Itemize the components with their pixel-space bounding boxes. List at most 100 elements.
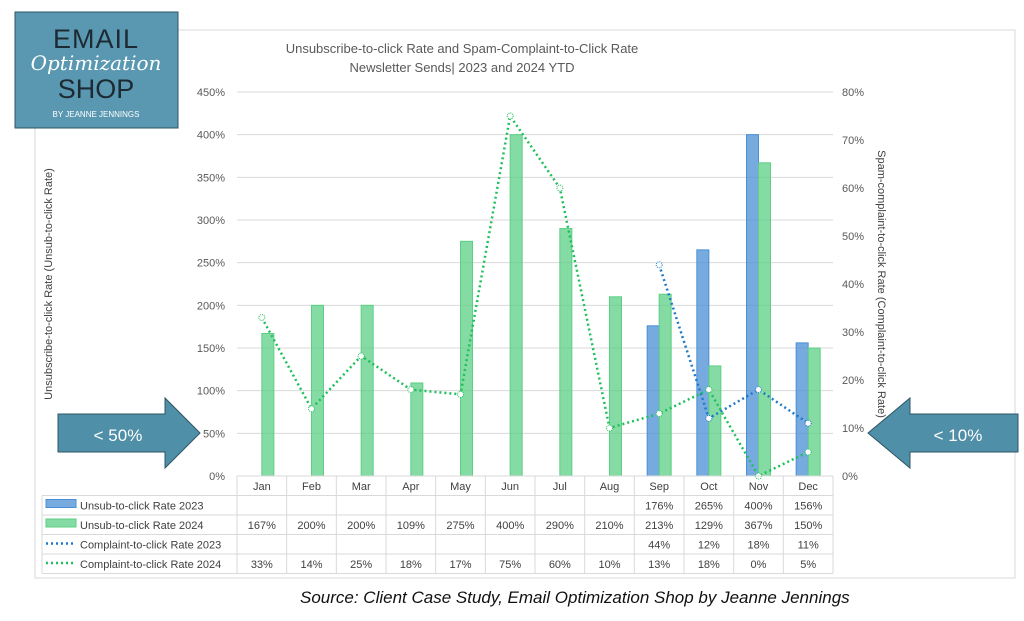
y2-tick-label: 10% — [842, 423, 864, 435]
table-cell: 150% — [794, 520, 822, 532]
table-cell: 33% — [251, 559, 273, 571]
point-complaint-to-click-rate-2023-dec — [804, 419, 812, 427]
point-complaint-to-click-rate-2024-mar — [357, 352, 365, 360]
point-complaint-to-click-rate-2024-aug — [606, 424, 613, 432]
bar-unsub-to-click-rate-2024-jul — [559, 228, 573, 477]
table-cell: 18% — [698, 559, 720, 571]
table-cell: 210% — [595, 520, 623, 532]
table-cell: 5% — [800, 559, 816, 571]
x-tick-label: Jan — [253, 481, 271, 493]
point-complaint-to-click-rate-2023-oct — [705, 414, 713, 422]
logo-text-byline: BY JEANNE JENNINGS — [53, 110, 140, 119]
x-tick-label: Jun — [501, 481, 519, 493]
legend-label: Unsub-to-click Rate 2024 — [80, 520, 204, 532]
y-tick-label: 50% — [203, 428, 225, 440]
line-complaint-to-click-rate-2023 — [657, 264, 809, 425]
table-cell: 176% — [645, 501, 673, 513]
point-complaint-to-click-rate-2024-jan — [258, 314, 266, 322]
table-cell: 275% — [446, 520, 474, 532]
y2-tick-label: 50% — [842, 231, 864, 243]
bar-unsub-to-click-rate-2024-dec — [807, 347, 821, 477]
y-tick-label: 400% — [197, 130, 225, 142]
y-tick-label: 150% — [197, 343, 225, 355]
bar-unsub-to-click-rate-2024-sep — [658, 293, 672, 477]
y-tick-label: 0% — [209, 471, 225, 483]
table-cell: 75% — [499, 559, 521, 571]
table-cell: 200% — [297, 520, 325, 532]
point-complaint-to-click-rate-2023-nov — [755, 386, 762, 394]
y-tick-label: 450% — [197, 87, 225, 99]
legend-key — [45, 499, 77, 508]
legend-label: Complaint-to-click Rate 2024 — [80, 559, 221, 571]
point-complaint-to-click-rate-2024-apr — [407, 386, 415, 394]
left-callout-text: < 50% — [94, 426, 143, 445]
table-cell: 60% — [549, 559, 571, 571]
x-tick-label: Feb — [302, 481, 321, 493]
y2-axis-title: Spam-complaint-to-click Rate (Complaint-… — [875, 150, 887, 418]
bar-unsub-to-click-rate-2024-jan — [261, 332, 275, 477]
logo-text-shop: SHOP — [58, 74, 135, 104]
y2-tick-label: 80% — [842, 87, 864, 99]
logo: EMAIL Optimization SHOP BY JEANNE JENNIN… — [14, 11, 179, 129]
y-axis-title: Unsubscribe-to-click Rate (Unsub-to-clic… — [43, 168, 55, 400]
y2-tick-label: 60% — [842, 183, 864, 195]
table-cell: 18% — [747, 540, 769, 552]
table-cell: 109% — [397, 520, 425, 532]
x-tick-label: Nov — [749, 481, 769, 493]
point-complaint-to-click-rate-2023-sep — [655, 261, 663, 269]
right-callout-text: < 10% — [934, 426, 983, 445]
left-callout-arrow: < 50% — [57, 396, 201, 470]
table-cell: 14% — [300, 559, 322, 571]
y-tick-label: 100% — [197, 386, 225, 398]
bar-unsub-to-click-rate-2024-nov — [758, 162, 771, 477]
x-tick-label: Sep — [649, 481, 669, 493]
table-cell: 25% — [350, 559, 372, 571]
bar-unsub-to-click-rate-2023-oct — [696, 249, 710, 477]
logo-text-email: EMAIL — [53, 24, 139, 54]
point-complaint-to-click-rate-2024-jun — [506, 112, 514, 120]
bar-unsub-to-click-rate-2024-may — [460, 240, 473, 477]
y-tick-label: 200% — [197, 300, 225, 312]
point-complaint-to-click-rate-2024-sep — [655, 410, 663, 418]
table-cell: 290% — [546, 520, 574, 532]
legend-label: Unsub-to-click Rate 2023 — [80, 501, 204, 513]
chart-subtitle: Newsletter Sends| 2023 and 2024 YTD — [350, 60, 575, 75]
point-complaint-to-click-rate-2024-jul — [556, 184, 564, 192]
table-cell: 18% — [400, 559, 422, 571]
bar-unsub-to-click-rate-2024-feb — [311, 304, 324, 477]
table-cell: 44% — [648, 540, 670, 552]
table-cell: 167% — [248, 520, 276, 532]
bar-unsub-to-click-rate-2024-apr — [410, 382, 424, 477]
legend-label: Complaint-to-click Rate 2023 — [80, 540, 221, 552]
y2-tick-label: 30% — [842, 327, 864, 339]
y2-tick-label: 0% — [842, 471, 858, 483]
point-complaint-to-click-rate-2024-oct — [705, 386, 713, 394]
point-complaint-to-click-rate-2024-dec — [804, 448, 812, 456]
legend-key — [45, 518, 77, 528]
bar-unsub-to-click-rate-2024-jun — [509, 134, 523, 477]
bar-unsub-to-click-rate-2024-aug — [609, 296, 622, 477]
table-cell: 11% — [798, 540, 819, 552]
bar-unsub-to-click-rate-2024-mar — [360, 304, 374, 477]
chart-frame — [34, 29, 1016, 579]
x-tick-label: Oct — [700, 481, 717, 493]
y-tick-label: 250% — [197, 258, 225, 270]
right-callout-arrow: < 10% — [867, 396, 1019, 470]
x-tick-label: Aug — [600, 481, 620, 493]
y-tick-label: 350% — [197, 172, 225, 184]
table-cell: 367% — [744, 520, 772, 532]
point-complaint-to-click-rate-2024-may — [457, 390, 464, 398]
y2-tick-label: 20% — [842, 375, 864, 387]
x-tick-label: Apr — [402, 481, 419, 493]
table-cell: 12% — [698, 540, 720, 552]
y2-tick-label: 70% — [842, 135, 864, 147]
table-cell: 129% — [695, 520, 723, 532]
bar-unsub-to-click-rate-2023-nov — [746, 134, 759, 477]
table-cell: 156% — [794, 501, 822, 513]
table-cell: 13% — [648, 559, 670, 571]
y2-tick-label: 40% — [842, 279, 864, 291]
line-complaint-to-click-rate-2024 — [260, 112, 809, 478]
table-cell: 10% — [598, 559, 620, 571]
point-complaint-to-click-rate-2024-feb — [308, 405, 315, 413]
